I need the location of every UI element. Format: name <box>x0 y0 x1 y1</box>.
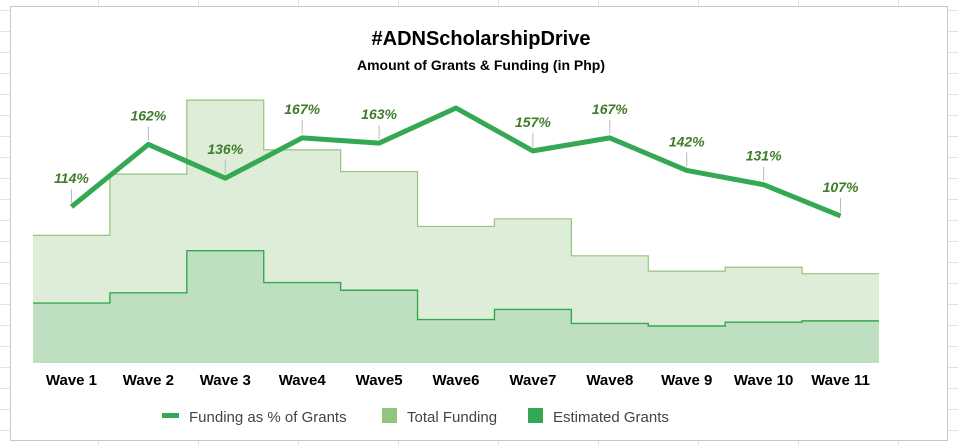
x-tick-label: Wave4 <box>279 372 327 389</box>
x-tick-label: Wave8 <box>586 372 633 389</box>
x-tick-label: Wave 2 <box>123 372 174 389</box>
legend-label-funding-pct: Funding as % of Grants <box>189 409 347 426</box>
areas-layer <box>33 99 879 363</box>
data-label-pct: 142% <box>669 133 705 149</box>
chart-title: #ADNScholarshipDrive <box>372 28 591 50</box>
x-tick-label: Wave 10 <box>734 372 793 389</box>
chart-subtitle: Amount of Grants & Funding (in Php) <box>357 57 605 73</box>
chart-svg: #ADNScholarshipDrive Amount of Grants & … <box>33 28 879 426</box>
x-tick-label: Wave 3 <box>200 372 251 389</box>
legend-swatch-estimated-grants <box>528 408 543 423</box>
x-tick-label: Wave 11 <box>811 372 870 389</box>
x-axis: Wave 1 Wave 2 Wave 3 Wave4 Wave5 Wave6 Wave7 Wa… <box>46 372 870 389</box>
chart-card[interactable]: #ADNScholarshipDrive Amount of Grants & … <box>10 6 948 441</box>
legend: Funding as % of Grants Total Funding Est… <box>162 408 669 426</box>
data-label-pct: 167% <box>284 101 320 117</box>
x-tick-label: Wave5 <box>356 372 403 389</box>
legend-item-total-funding[interactable]: Total Funding <box>382 408 497 426</box>
line-funding-pct <box>69 105 842 219</box>
data-label-pct: 162% <box>130 107 166 123</box>
x-tick-label: Wave7 <box>509 372 556 389</box>
area-outline-estimated-grants <box>33 249 879 327</box>
data-label-pct: 136% <box>207 141 243 157</box>
data-label-pct: 167% <box>592 101 628 117</box>
data-label-pct: 131% <box>746 148 782 164</box>
data-label-pct: 114% <box>54 170 89 186</box>
line-layer <box>69 105 842 219</box>
area-outline-total-funding <box>33 99 879 275</box>
legend-swatch-total-funding <box>382 408 397 423</box>
data-label-pct: 163% <box>361 106 397 122</box>
legend-label-estimated-grants: Estimated Grants <box>553 409 669 426</box>
area-estimated-grants <box>33 250 879 363</box>
legend-item-estimated-grants[interactable]: Estimated Grants <box>528 408 669 426</box>
data-labels-layer: 114% 162% 136% 167% 163% 157% 167% 142% 131% 107% <box>54 101 859 212</box>
legend-item-funding-pct[interactable]: Funding as % of Grants <box>162 409 347 426</box>
data-label-pct: 107% <box>823 179 859 195</box>
x-tick-label: Wave 9 <box>661 372 712 389</box>
x-tick-label: Wave6 <box>433 372 480 389</box>
data-label-pct: 157% <box>515 114 551 130</box>
x-tick-label: Wave 1 <box>46 372 97 389</box>
legend-line-swatch <box>162 413 179 418</box>
legend-label-total-funding: Total Funding <box>407 409 497 426</box>
